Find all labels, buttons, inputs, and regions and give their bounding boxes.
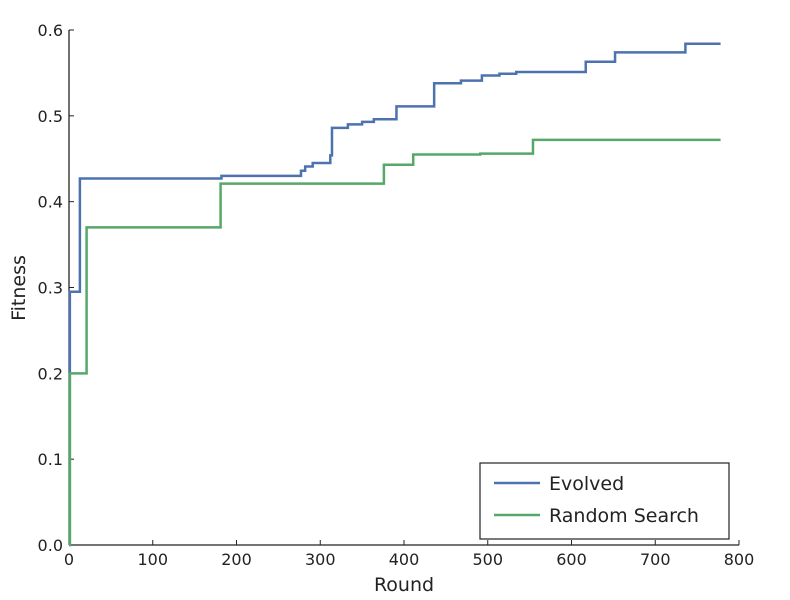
x-tick-label: 600 (556, 550, 587, 569)
y-tick-label: 0.5 (38, 107, 63, 126)
y-tick-label: 0.6 (38, 21, 63, 40)
y-tick-label: 0.2 (38, 364, 63, 383)
series-lines (68, 42, 721, 547)
legend-box (479, 462, 730, 540)
x-tick-label: 200 (221, 550, 252, 569)
y-tick-label: 0.1 (38, 450, 63, 469)
legend: Evolved Random Search (479, 462, 730, 540)
x-tick-label: 700 (640, 550, 671, 569)
y-axis-label: Fitness (8, 255, 30, 321)
x-tick-label: 0 (64, 550, 74, 569)
x-tick-label: 400 (389, 550, 420, 569)
x-tick-label: 500 (472, 550, 503, 569)
x-tick-label: 100 (137, 550, 168, 569)
y-tick-label: 0.3 (38, 279, 63, 298)
x-tick-label: 800 (724, 550, 755, 569)
series-line-random-search (68, 138, 721, 547)
x-tick-label: 300 (305, 550, 336, 569)
y-tick-label: 0.0 (38, 536, 63, 555)
ticks: 0 100 200 300 400 500 600 700 800 0.0 0.1 0.2 0.3 0.4… (38, 21, 755, 569)
legend-label-evolved: Evolved (549, 473, 624, 495)
legend-label-random-search: Random Search (549, 505, 699, 527)
y-tick-label: 0.4 (38, 193, 63, 212)
x-axis-label: Round (374, 574, 434, 596)
series-line-evolved (68, 42, 721, 547)
